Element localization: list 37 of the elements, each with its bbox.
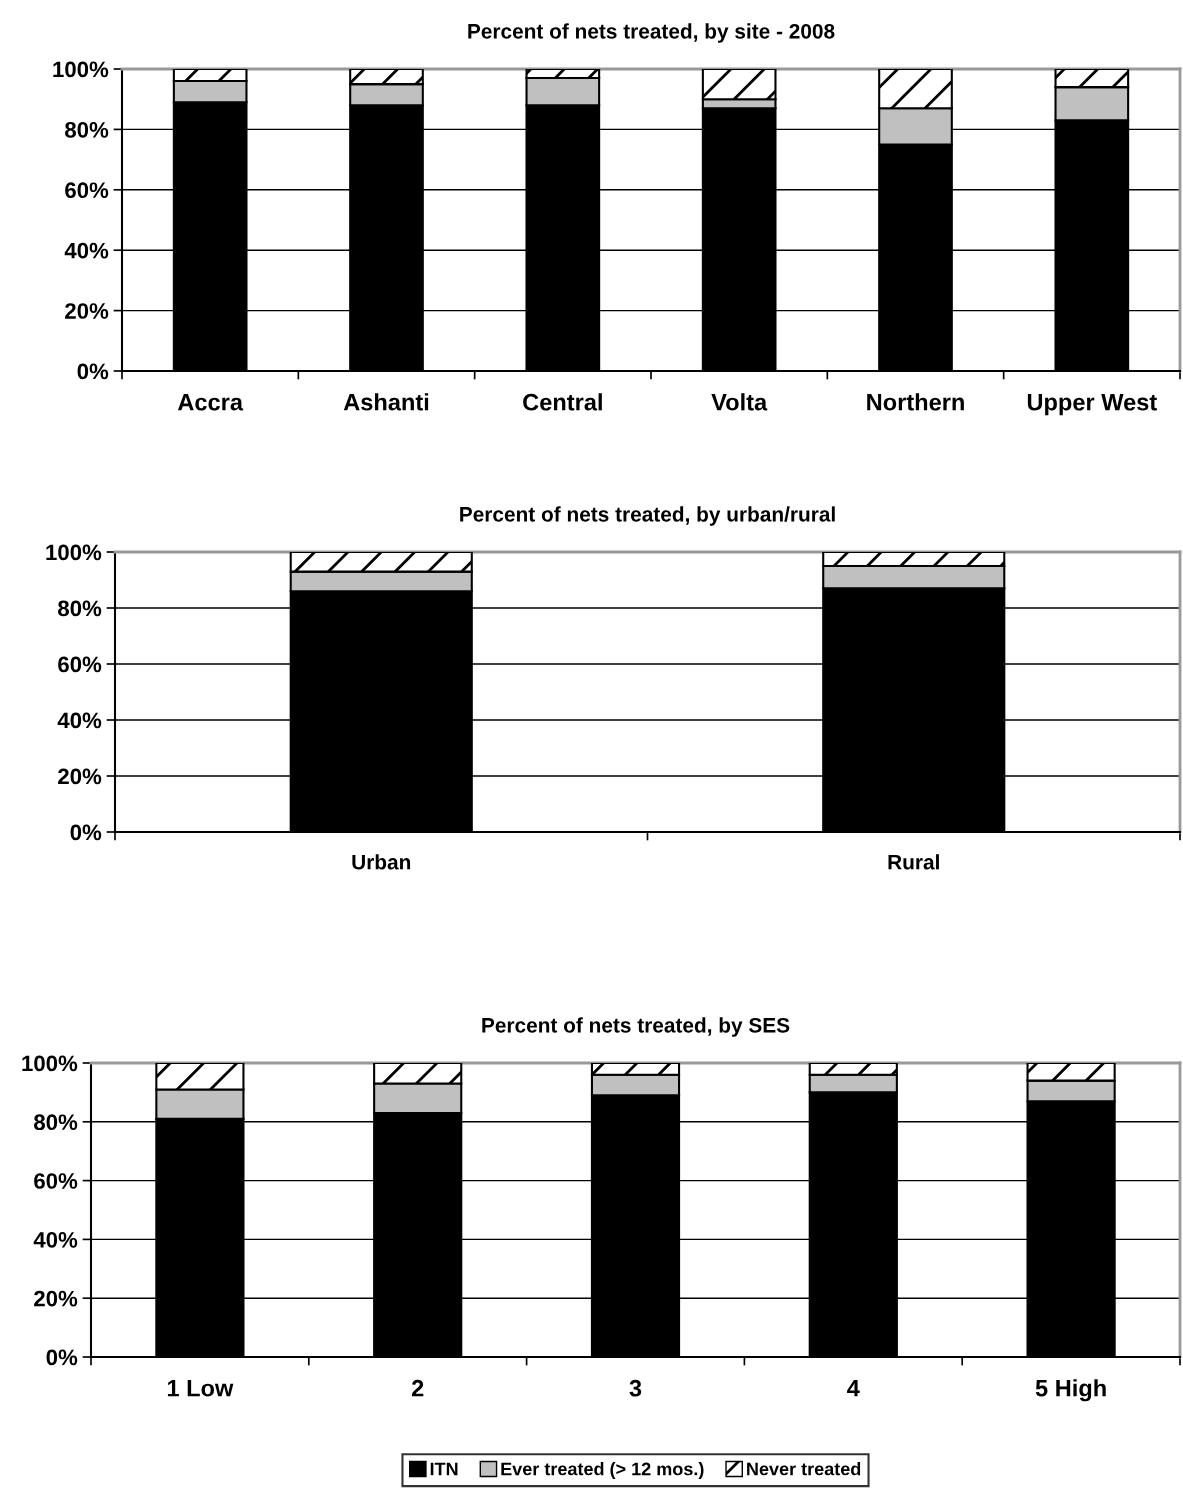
x-tick-label: 5 High	[1035, 1379, 1106, 1402]
y-tick-label: 0%	[77, 363, 109, 380]
chart-title: Percent of nets treated, by SES	[482, 1017, 790, 1037]
y-tick-label: 100%	[22, 1055, 78, 1072]
y-tick-label: 40%	[33, 1231, 78, 1248]
y-tick-label: 0%	[46, 1349, 78, 1366]
legend-label: ITN	[430, 1462, 458, 1476]
x-tick-label: Northern	[867, 393, 964, 411]
y-tick-label: 100%	[53, 61, 109, 78]
y-tick-label: 100%	[46, 544, 102, 561]
y-tick-label: 60%	[34, 1173, 78, 1189]
y-tick-label: 80%	[58, 600, 102, 617]
legend-label: Ever treated (> 12 mos.)	[501, 1462, 704, 1479]
x-tick-label: Accra	[177, 394, 244, 411]
y-tick-label: 20%	[65, 303, 109, 319]
y-tick-label: 0%	[70, 824, 102, 841]
y-tick-label: 20%	[34, 1290, 78, 1307]
legend-label: Never treated	[747, 1462, 861, 1476]
x-tick-label: Urban	[352, 854, 411, 870]
x-tick-label: 1 Low	[167, 1380, 234, 1397]
x-tick-label: Central	[523, 393, 602, 411]
x-tick-label: 2	[411, 1379, 424, 1397]
y-tick-label: 40%	[57, 712, 102, 729]
x-tick-label: Ashanti	[343, 393, 429, 411]
x-tick-label: Rural	[888, 854, 939, 870]
y-tick-label: 60%	[65, 182, 109, 199]
y-tick-label: 20%	[58, 768, 102, 785]
chart-title: Percent of nets treated, by urban/rural	[460, 506, 835, 526]
y-tick-label: 40%	[64, 242, 109, 259]
x-tick-label: Upper West	[1027, 394, 1157, 416]
x-tick-label: 4	[847, 1380, 860, 1397]
x-tick-label: 3	[629, 1379, 642, 1397]
y-tick-label: 80%	[65, 121, 109, 138]
y-tick-label: 80%	[34, 1114, 78, 1131]
chart-title: Percent of nets treated, by site - 2008	[468, 23, 835, 43]
x-tick-label: Volta	[711, 393, 768, 411]
y-tick-label: 60%	[58, 656, 102, 673]
